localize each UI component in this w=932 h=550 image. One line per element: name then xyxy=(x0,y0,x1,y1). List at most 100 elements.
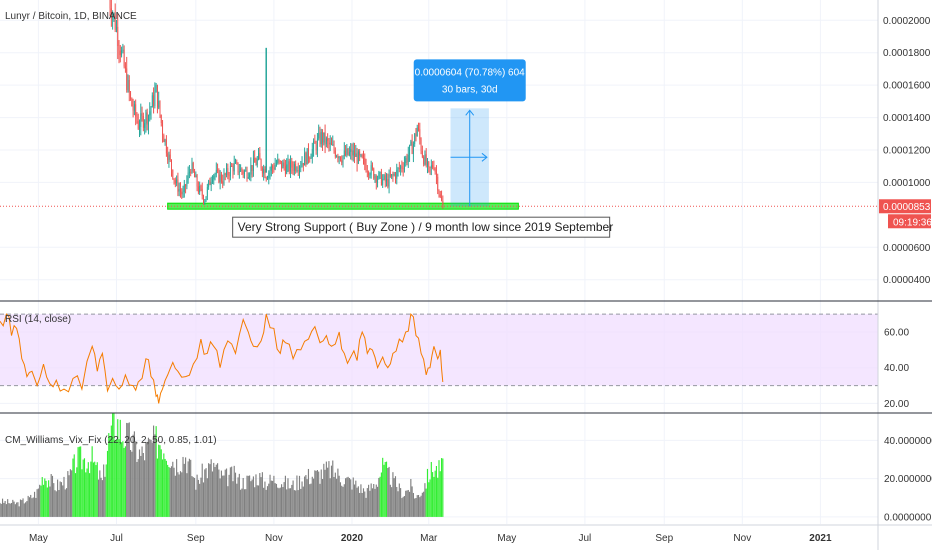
candle-body xyxy=(173,178,175,181)
vix-bar xyxy=(124,446,127,517)
vix-bar xyxy=(109,436,111,517)
candle-body xyxy=(264,169,266,178)
candle-body xyxy=(186,180,188,187)
vix-bar xyxy=(0,502,1,517)
vix-bar xyxy=(338,475,340,517)
candle-body xyxy=(377,178,379,183)
vix-bar xyxy=(304,476,306,517)
candle-body xyxy=(435,172,437,177)
candle-body xyxy=(187,172,189,181)
candle-body xyxy=(171,159,172,170)
vix-bar xyxy=(32,497,34,517)
vix-bar xyxy=(376,486,379,517)
candle-body xyxy=(325,138,327,145)
vix-bar xyxy=(439,471,441,517)
candle-body xyxy=(192,163,194,172)
candle-body xyxy=(419,129,421,140)
vix-bar xyxy=(68,475,70,517)
price-tick-label: 0.0001200 xyxy=(883,146,931,157)
candle-body xyxy=(283,162,285,167)
candle-body xyxy=(128,79,130,93)
rsi-title: RSI (14, close) xyxy=(5,314,71,325)
vix-bar xyxy=(147,437,150,517)
vix-bar xyxy=(334,472,336,517)
vix-bar xyxy=(154,434,156,517)
vix-bar xyxy=(300,488,302,517)
vix-bar xyxy=(18,506,20,517)
vix-bar xyxy=(40,485,42,517)
vix-bar xyxy=(131,451,133,517)
price-axis[interactable]: 0.0002000 0.0001800 0.0001600 0.0001400 0.00… xyxy=(883,16,932,524)
vix-bar xyxy=(101,480,103,517)
time-tick-label: Nov xyxy=(265,533,283,544)
vix-bar xyxy=(4,500,6,517)
vix-bar xyxy=(7,499,9,517)
candle-body xyxy=(236,162,238,164)
vix-bar xyxy=(5,504,7,517)
candle-body xyxy=(284,166,286,174)
candle-body xyxy=(286,164,288,174)
candle-body xyxy=(160,115,162,123)
candle-body xyxy=(114,13,116,30)
rsi-tick-label: 40.00 xyxy=(884,363,909,374)
candle-body xyxy=(299,167,300,172)
candle-body xyxy=(154,92,156,106)
vix-bar xyxy=(293,490,295,517)
candle-body xyxy=(250,165,252,175)
candle-body xyxy=(416,127,418,137)
vix-bar xyxy=(208,463,210,517)
vix-bar xyxy=(403,496,406,517)
candle-body xyxy=(249,174,251,178)
vix-bar xyxy=(287,478,289,517)
candle-body xyxy=(135,104,137,117)
vix-bar xyxy=(278,488,280,517)
candle-body xyxy=(421,150,423,157)
vix-bar xyxy=(289,488,292,517)
candle-body xyxy=(142,115,144,128)
candle-body xyxy=(279,160,281,162)
candle-body xyxy=(384,175,386,182)
vix-bar xyxy=(259,473,261,517)
vix-bar xyxy=(153,425,155,517)
candle-body xyxy=(254,157,256,163)
vix-bar xyxy=(246,475,248,517)
vix-bar xyxy=(347,476,349,517)
time-axis[interactable]: May Jul Sep Nov 2020 Mar May Jul Sep Nov 2021 xyxy=(29,533,832,544)
vix-bar xyxy=(329,478,331,517)
candle-body xyxy=(150,107,152,112)
candle-body xyxy=(329,142,331,145)
vix-bar xyxy=(398,483,400,517)
vix-bar xyxy=(364,491,366,517)
vix-bar xyxy=(263,487,265,517)
vix-bar xyxy=(428,482,430,517)
candle-body xyxy=(432,165,434,168)
vix-bar xyxy=(80,446,82,517)
vix-bar xyxy=(368,484,370,517)
vix-bar xyxy=(104,476,106,517)
candle-body xyxy=(292,167,294,171)
vix-bar xyxy=(100,477,102,517)
vix-bar xyxy=(337,468,339,517)
candle-body xyxy=(331,142,332,145)
vix-bar xyxy=(321,478,324,517)
candle-body xyxy=(393,174,395,176)
vix-bar xyxy=(82,459,84,517)
candle-body xyxy=(355,153,357,157)
vix-bar xyxy=(415,498,417,517)
price-tick-label: 0.0000600 xyxy=(883,243,931,254)
vix-bar xyxy=(225,468,228,517)
candle-body xyxy=(209,180,211,185)
candle-body xyxy=(224,173,226,175)
candle-body xyxy=(130,92,131,99)
candle-body xyxy=(219,174,221,183)
candle-body xyxy=(274,164,276,170)
vix-bar xyxy=(405,490,407,517)
candle-body xyxy=(370,165,372,175)
candle-body xyxy=(323,132,325,143)
vix-bar xyxy=(323,463,325,517)
vix-bar xyxy=(55,491,57,517)
vix-bar xyxy=(31,498,33,517)
vix-bar xyxy=(149,439,151,517)
candle-body xyxy=(126,68,128,90)
